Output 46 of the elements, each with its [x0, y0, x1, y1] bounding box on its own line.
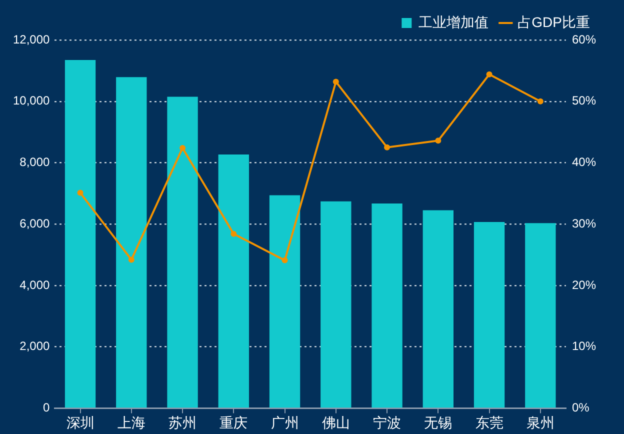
point	[384, 144, 390, 150]
x-tick-label: 佛山	[322, 414, 350, 430]
point	[128, 256, 134, 263]
bar	[116, 77, 147, 408]
point	[486, 71, 492, 78]
bar	[422, 210, 454, 408]
point	[230, 230, 237, 237]
point	[77, 190, 84, 196]
bar	[525, 223, 556, 408]
bar	[320, 201, 352, 408]
bar	[218, 154, 249, 408]
x-tick-label: 广州	[270, 414, 299, 430]
y-tick-label: 10,000	[13, 94, 50, 108]
bar	[372, 204, 402, 408]
x-tick-label: 泉州	[526, 414, 554, 430]
x-tick-label: 苏州	[168, 414, 197, 430]
y2-tick-label: 10%	[572, 339, 596, 354]
x-tick-label: 重庆	[220, 414, 248, 430]
x-tick-label: 上海	[117, 414, 146, 430]
x-tick-label: 东莞	[475, 414, 504, 430]
y-tick-label: 6,000	[20, 216, 50, 230]
bar	[64, 60, 96, 408]
y2-tick-label: 20%	[572, 278, 596, 292]
point	[332, 78, 339, 85]
y2-tick-label: 0%	[572, 400, 590, 415]
y2-tick-label: 50%	[572, 94, 596, 108]
legend-label: 工业增加值	[418, 14, 489, 30]
y-tick-label: 8,000	[20, 155, 50, 170]
bar	[474, 222, 505, 408]
y-tick-label: 2,000	[20, 339, 50, 354]
point	[282, 257, 288, 264]
legend-label: 占GDP比重	[518, 14, 590, 30]
y2-tick-label: 60%	[572, 32, 596, 46]
y-tick-label: 4,000	[20, 278, 50, 292]
x-tick-label: 宁波	[373, 414, 402, 430]
point	[180, 145, 186, 152]
y2-tick-label: 30%	[572, 216, 596, 230]
y-tick-label: 12,000	[13, 32, 50, 46]
point	[435, 138, 442, 144]
x-tick-label: 无锡	[424, 414, 452, 430]
y-tick-label: 0	[43, 400, 50, 415]
x-tick-label: 深圳	[66, 414, 94, 430]
point	[537, 98, 544, 104]
bar	[269, 195, 300, 408]
y2-tick-label: 40%	[572, 155, 596, 170]
bar	[167, 96, 198, 408]
